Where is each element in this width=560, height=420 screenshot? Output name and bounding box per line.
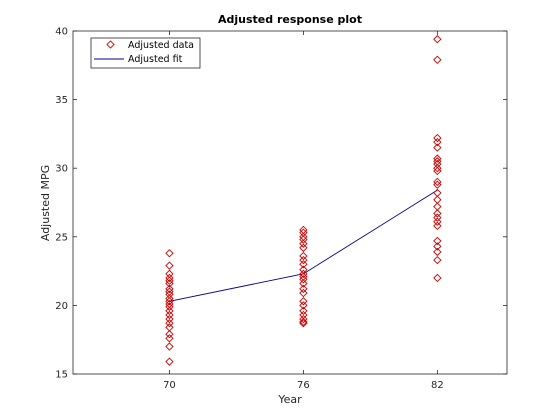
data-point [433, 202, 442, 211]
data-point [433, 188, 442, 198]
chart-title: Adjusted response plot [218, 13, 362, 26]
data-point [433, 157, 442, 166]
data-point [165, 334, 174, 343]
plot-area [72, 30, 508, 375]
data-layer [165, 35, 442, 366]
data-point [433, 166, 442, 176]
data-point [165, 249, 174, 258]
data-point [433, 195, 442, 204]
y-tick-label: 35 [55, 95, 68, 106]
data-point [165, 284, 174, 294]
data-point [299, 279, 308, 288]
legend-box [90, 37, 201, 69]
tick-group: 15 20 25 30 35 40 70 76 82 [55, 27, 507, 391]
data-point [299, 301, 308, 310]
x-tick-label: 76 [297, 380, 310, 391]
data-point [299, 317, 308, 327]
data-point [433, 154, 442, 163]
data-point [299, 243, 308, 252]
data-point [433, 55, 442, 64]
y-tick-label: 15 [55, 370, 68, 381]
data-point [433, 164, 442, 173]
data-point [299, 272, 308, 281]
data-point [433, 242, 442, 251]
data-point [165, 287, 174, 296]
data-point [165, 299, 174, 309]
y-tick-label: 40 [55, 27, 68, 38]
x-tick-label: 82 [431, 380, 444, 391]
x-axis-label: Year [277, 393, 302, 406]
data-point [165, 357, 174, 366]
y-tick-label: 30 [55, 164, 68, 175]
data-point [165, 276, 174, 285]
data-point [433, 35, 442, 44]
data-point [165, 279, 174, 288]
legend-entry-data: Adjusted data [128, 40, 194, 51]
data-point [165, 323, 174, 332]
data-point [433, 255, 442, 265]
data-point [433, 177, 442, 187]
data-point [165, 294, 174, 303]
y-tick-label: 20 [55, 301, 68, 312]
legend: Adjusted data Adjusted fit [90, 37, 201, 69]
x-tick-label: 70 [163, 380, 176, 391]
y-tick-label: 25 [55, 232, 68, 243]
data-point [433, 247, 442, 257]
data-point [165, 261, 174, 270]
data-point [433, 137, 442, 147]
legend-marker-diamond [106, 40, 115, 49]
data-point [165, 273, 174, 283]
data-point [433, 180, 442, 189]
data-point [299, 269, 308, 279]
data-point [299, 260, 308, 269]
data-point [433, 273, 442, 283]
data-point [299, 319, 308, 328]
data-point [165, 342, 174, 351]
data-point [433, 236, 442, 246]
data-point [433, 143, 442, 152]
data-point [165, 297, 174, 306]
data-point [299, 232, 308, 241]
y-axis-label: Adjusted MPG [39, 165, 52, 241]
data-point [299, 225, 308, 235]
data-point [299, 288, 308, 298]
legend-entry-fit: Adjusted fit [128, 54, 183, 65]
data-point [433, 221, 442, 230]
